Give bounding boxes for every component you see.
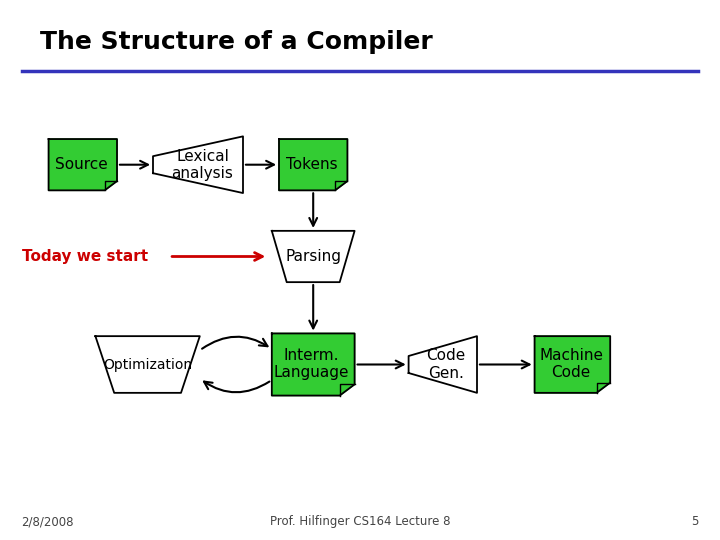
Polygon shape bbox=[49, 139, 117, 191]
Polygon shape bbox=[279, 139, 347, 191]
Text: Source: Source bbox=[55, 157, 108, 172]
Text: Today we start: Today we start bbox=[22, 249, 148, 264]
Text: Code
Gen.: Code Gen. bbox=[426, 348, 466, 381]
Text: Parsing: Parsing bbox=[285, 249, 341, 264]
Polygon shape bbox=[95, 336, 199, 393]
Text: Tokens: Tokens bbox=[286, 157, 338, 172]
Text: Prof. Hilfinger CS164 Lecture 8: Prof. Hilfinger CS164 Lecture 8 bbox=[270, 515, 450, 528]
Text: Machine
Code: Machine Code bbox=[539, 348, 603, 380]
Polygon shape bbox=[409, 336, 477, 393]
Polygon shape bbox=[272, 231, 355, 282]
Polygon shape bbox=[153, 137, 243, 193]
Text: Optimization: Optimization bbox=[103, 357, 192, 372]
Polygon shape bbox=[272, 333, 355, 395]
Polygon shape bbox=[534, 336, 611, 393]
Text: Lexical
analysis: Lexical analysis bbox=[171, 148, 233, 181]
Text: Interm.
Language: Interm. Language bbox=[274, 348, 349, 380]
Text: The Structure of a Compiler: The Structure of a Compiler bbox=[40, 30, 432, 53]
Text: 5: 5 bbox=[691, 515, 698, 528]
Text: 2/8/2008: 2/8/2008 bbox=[22, 515, 74, 528]
